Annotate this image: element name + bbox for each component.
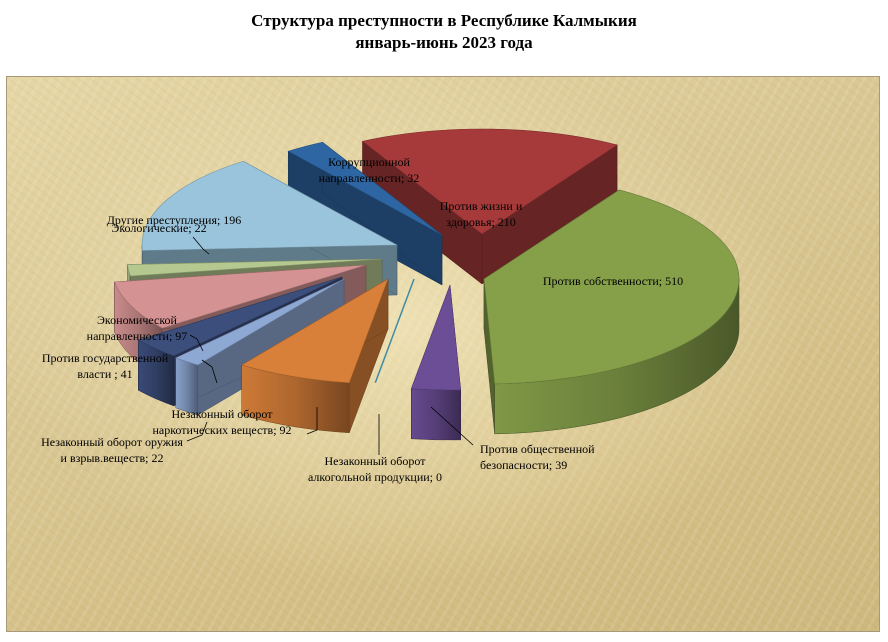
chart-title-line-1: Структура преступности в Республике Калм…: [251, 11, 637, 30]
chart-title-line-2: январь-июнь 2023 года: [355, 33, 533, 52]
slice-экологические: [127, 258, 383, 277]
slice-против-государственной-власти: [137, 276, 343, 357]
data-label-экономической-направленности: Экономической направленности; 97: [87, 313, 188, 343]
leader-line-незаконный-оборот-оружия-и-взрыв-веществ: [186, 421, 208, 442]
data-label-экологические: Экологические; 22: [111, 221, 206, 235]
slice-против-жизни-и-здоровья: [361, 128, 618, 235]
data-label-незаконный-оборот-наркотических-веществ: Незаконный оборот наркотических веществ; …: [152, 407, 291, 437]
slice-незаконный-оборот-алкогольной-продукции: [374, 278, 415, 384]
data-label-против-жизни-и-здоровья: Против жизни и здоровья; 210: [440, 199, 523, 229]
slice-коррупционной-направленности: [287, 141, 443, 236]
leader-line-экологические: [192, 236, 210, 255]
chart-area: Против собственности; 510 Против обществе…: [6, 76, 880, 632]
slice-незаконный-оборот-оружия-и-взрыв-веществ: [174, 278, 345, 366]
slice-незаконный-оборот-наркотических-веществ: [240, 278, 389, 384]
leader-line-незаконный-оборот-наркотических-веществ: [306, 407, 318, 435]
data-label-незаконный-оборот-алкогольной-продукции: Незаконный оборот алкогольной продукции; …: [308, 454, 442, 484]
data-label-коррупционной-направленности: Коррупционной направленности; 32: [319, 155, 420, 185]
pie-tops: [113, 128, 740, 391]
slice-против-собственности: [483, 189, 740, 385]
data-label-против-государственной-власти: Против государственной власти ; 41: [42, 351, 169, 381]
data-label-против-общественной-безопасности: Против общественной безопасности; 39: [480, 442, 595, 472]
data-label-против-собственности: Против собственности; 510: [543, 274, 683, 288]
data-labels: Против собственности; 510 Против обществе…: [41, 155, 683, 484]
data-label-другие-преступления: Другие преступления; 196: [107, 213, 242, 227]
slice-side-против-общественной-безопасности: [411, 388, 461, 441]
pie-chart: Против собственности; 510 Против обществе…: [41, 128, 740, 484]
slice-другие-преступления: [141, 160, 399, 251]
slice-экономической-направленности: [113, 264, 367, 329]
slice-против-общественной-безопасности: [410, 284, 462, 391]
leader-line-экономической-направленности: [189, 334, 204, 352]
chart-title: Структура преступности в Республике Калм…: [0, 10, 888, 54]
data-label-незаконный-оборот-оружия-и-взрыв-веществ: Незаконный оборот оружия и взрыв.веществ;…: [41, 435, 183, 465]
leader-line-против-общественной-безопасности: [430, 406, 474, 446]
leader-lines: [186, 236, 474, 455]
leader-line-против-государственной-власти: [201, 359, 218, 384]
